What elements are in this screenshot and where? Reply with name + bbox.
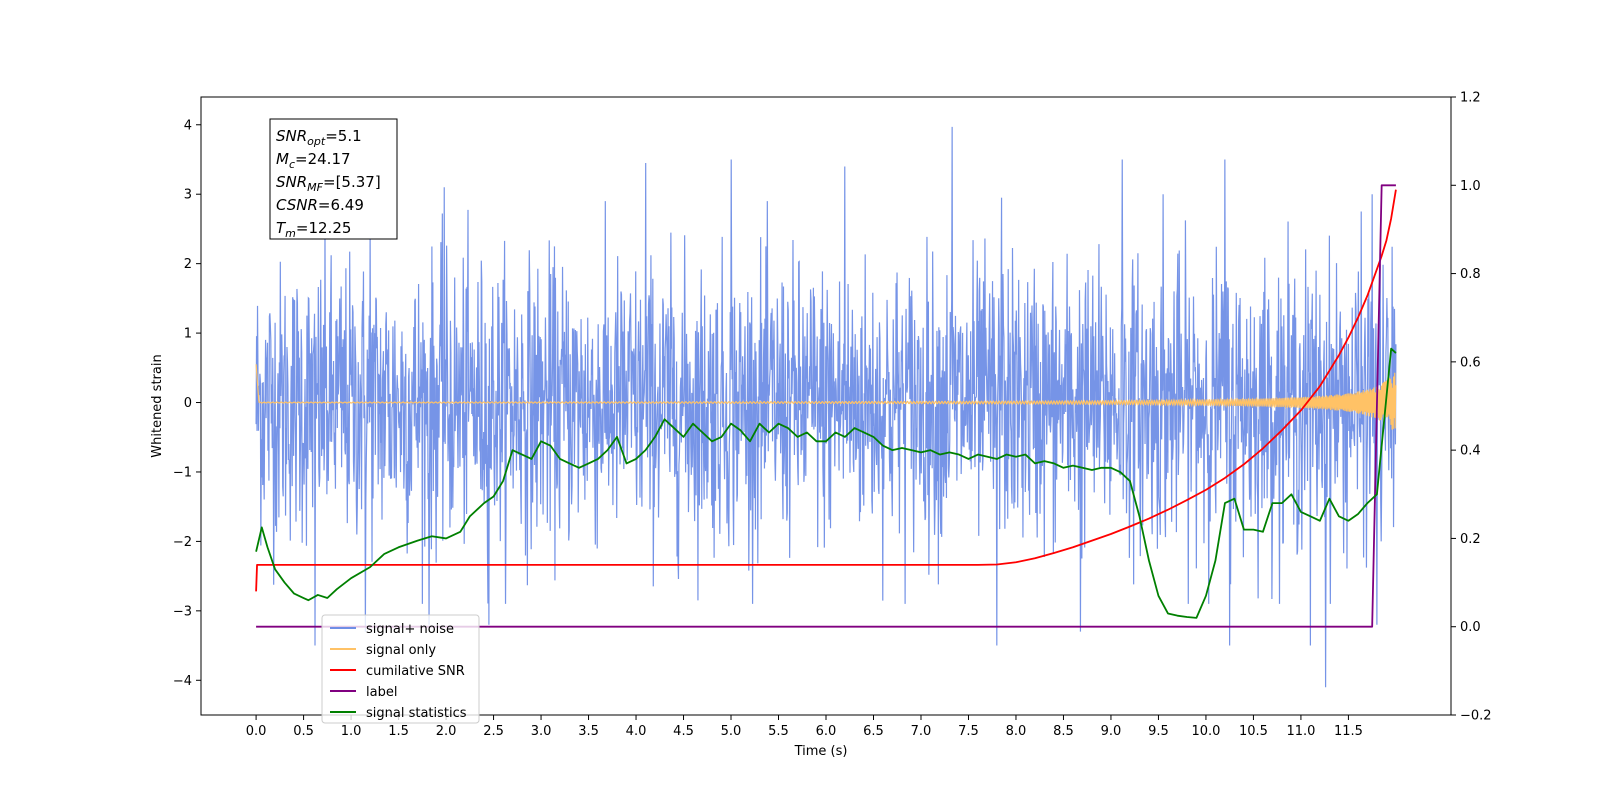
info-var: SNR [276, 127, 307, 145]
series-signal-noise [255, 126, 1397, 688]
series-layer [255, 126, 1397, 688]
y-left-tick-label: 1 [184, 327, 192, 342]
y-axis-left-ticks: 4 3 2 1 0 −1 −2 −3 −4 [173, 118, 201, 689]
x-tick-label: 10.0 [1191, 724, 1220, 739]
x-tick-label: 4.5 [673, 724, 694, 739]
plot-area [200, 96, 1452, 716]
y-right-tick-label: 1.2 [1460, 91, 1481, 106]
info-value: =[5.37] [323, 173, 381, 191]
y-left-tick-label: −2 [173, 535, 192, 550]
info-box-frame [269, 118, 398, 240]
x-tick-label: 1.5 [388, 724, 409, 739]
legend-label: signal+ noise [366, 622, 454, 637]
series-signal-only [255, 364, 1397, 430]
info-var: SNR [276, 173, 307, 191]
y-right-tick-label: 0.4 [1460, 444, 1481, 459]
y-left-tick-label: −1 [173, 465, 192, 480]
x-axis-ticks: 0.0 0.5 1.0 1.5 2.0 2.5 3.0 3.5 4.0 4.5 5.0 5.5 6.0 6… [246, 715, 1363, 739]
info-box-row: CSNR=6.49 [276, 196, 364, 214]
x-tick-label: 7.5 [958, 724, 979, 739]
info-sub: MF [307, 181, 323, 194]
y-right-tick-label: −0.2 [1460, 709, 1492, 724]
legend: signal+ noise signal only cumilative SNR la… [321, 614, 480, 724]
x-tick-label: 10.5 [1239, 724, 1268, 739]
x-tick-label: 1.0 [341, 724, 362, 739]
legend-label: label [366, 685, 397, 700]
y-left-tick-label: −3 [173, 604, 192, 619]
y-left-tick-label: −4 [173, 674, 192, 689]
y-left-tick-label: 3 [184, 188, 192, 203]
y-left-tick-label: 4 [184, 118, 192, 133]
x-tick-label: 8.5 [1053, 724, 1074, 739]
x-tick-label: 2.0 [436, 724, 457, 739]
info-box-row: Mc=24.17 [276, 150, 351, 171]
y-left-tick-label: 2 [184, 257, 192, 272]
info-sub: m [285, 227, 296, 240]
series-label [256, 184, 1396, 628]
info-sub: c [289, 158, 295, 171]
series-signal-statistics [255, 347, 1397, 619]
x-tick-label: 7.0 [911, 724, 932, 739]
info-box-row: SNRMF=[5.37] [276, 173, 381, 194]
info-box-row: Tm=12.25 [276, 219, 351, 240]
info-value: =6.49 [318, 196, 364, 214]
info-sub: opt [307, 135, 326, 148]
y-right-tick-label: 1.0 [1460, 179, 1481, 194]
x-tick-label: 9.0 [1101, 724, 1122, 739]
legend-label: signal only [366, 643, 436, 658]
x-tick-label: 3.5 [578, 724, 599, 739]
info-var: M [276, 150, 289, 168]
x-tick-label: 3.0 [531, 724, 552, 739]
x-axis-label: Time (s) [794, 744, 848, 759]
x-tick-label: 8.0 [1006, 724, 1027, 739]
x-tick-label: 11.0 [1286, 724, 1315, 739]
info-var: CSNR [276, 196, 318, 214]
info-box: SNRopt=5.1Mc=24.17SNRMF=[5.37]CSNR=6.49T… [269, 118, 398, 240]
y-right-tick-label: 0.8 [1460, 267, 1481, 282]
legend-frame [321, 614, 480, 724]
y-left-tick-label: 0 [184, 396, 192, 411]
x-tick-label: 2.5 [483, 724, 504, 739]
x-tick-label: 0.0 [246, 724, 267, 739]
info-value: =5.1 [325, 127, 361, 145]
x-tick-label: 6.0 [816, 724, 837, 739]
series-cumulative-snr [255, 189, 1397, 592]
y-axis-left-label: Whitened strain [150, 354, 165, 457]
x-tick-label: 5.5 [768, 724, 789, 739]
y-right-tick-label: 0.6 [1460, 355, 1481, 370]
x-tick-label: 0.5 [293, 724, 314, 739]
x-tick-label: 11.5 [1334, 724, 1363, 739]
x-tick-label: 5.0 [721, 724, 742, 739]
x-tick-label: 6.5 [863, 724, 884, 739]
y-right-tick-label: 0.0 [1460, 620, 1481, 635]
info-var: T [276, 219, 287, 237]
x-tick-label: 4.0 [626, 724, 647, 739]
y-axis-right-ticks: 1.2 1.0 0.8 0.6 0.4 0.2 0.0 −0.2 [1451, 91, 1492, 724]
x-tick-label: 9.5 [1148, 724, 1169, 739]
legend-label: cumilative SNR [366, 664, 465, 679]
info-value: =24.17 [295, 150, 351, 168]
legend-label: signal statistics [366, 706, 467, 721]
y-right-tick-label: 0.2 [1460, 532, 1481, 547]
info-box-row: SNRopt=5.1 [276, 127, 362, 148]
info-value: =12.25 [296, 219, 352, 237]
